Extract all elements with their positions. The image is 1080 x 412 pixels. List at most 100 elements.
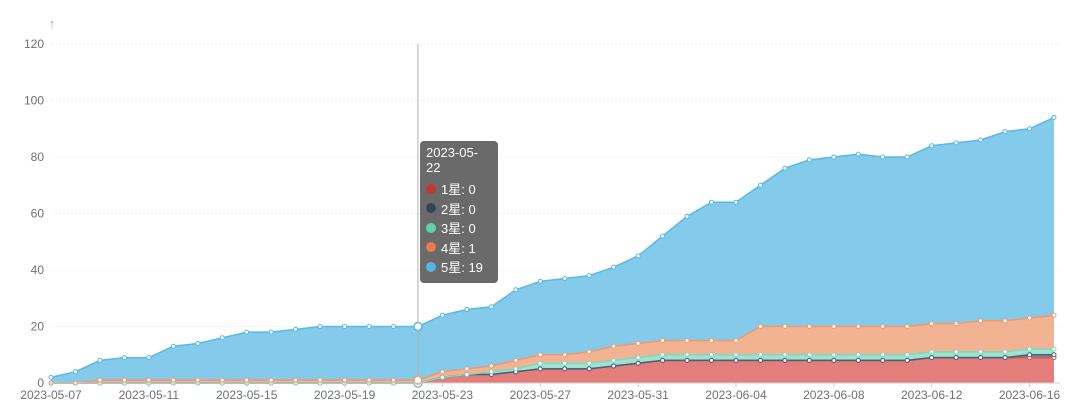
point-4星[interactable] bbox=[170, 377, 176, 383]
point-2星[interactable] bbox=[537, 366, 543, 372]
point-5星[interactable] bbox=[904, 154, 910, 160]
point-5星[interactable] bbox=[1051, 114, 1057, 120]
point-5星[interactable] bbox=[855, 151, 861, 157]
point-4星[interactable] bbox=[586, 349, 592, 355]
point-4星[interactable] bbox=[855, 324, 861, 329]
point-5星[interactable] bbox=[170, 343, 176, 349]
point-4星[interactable] bbox=[366, 377, 372, 383]
point-4星[interactable] bbox=[978, 318, 984, 324]
point-2星[interactable] bbox=[709, 357, 715, 363]
point-3星[interactable] bbox=[464, 372, 470, 378]
point-3星[interactable] bbox=[929, 349, 935, 355]
point-3星[interactable] bbox=[709, 352, 715, 358]
point-2星[interactable] bbox=[757, 357, 763, 363]
point-2星[interactable] bbox=[880, 357, 886, 363]
point-4星[interactable] bbox=[342, 377, 348, 383]
point-4星[interactable] bbox=[904, 324, 910, 329]
point-5星[interactable] bbox=[831, 154, 837, 160]
point-5星[interactable] bbox=[1027, 126, 1033, 132]
point-5星[interactable] bbox=[586, 273, 592, 279]
point-4星[interactable] bbox=[733, 338, 739, 344]
point-4星[interactable] bbox=[709, 338, 715, 344]
point-4星[interactable] bbox=[929, 321, 935, 327]
point-2星[interactable] bbox=[635, 360, 641, 366]
point-4星[interactable] bbox=[390, 377, 396, 383]
point-3星[interactable] bbox=[855, 352, 861, 358]
point-5星[interactable] bbox=[806, 157, 812, 163]
point-2星[interactable] bbox=[562, 366, 568, 372]
point-2星[interactable] bbox=[660, 357, 666, 363]
point-2星[interactable] bbox=[806, 357, 812, 363]
point-2星[interactable] bbox=[733, 357, 739, 363]
point-4星[interactable] bbox=[1002, 318, 1008, 324]
point-4星[interactable] bbox=[611, 343, 617, 349]
point-5星[interactable] bbox=[72, 369, 78, 375]
point-5星[interactable] bbox=[757, 182, 763, 188]
area-4星[interactable] bbox=[51, 315, 1054, 383]
point-3星[interactable] bbox=[806, 352, 812, 358]
point-5星[interactable] bbox=[880, 154, 886, 160]
point-5星[interactable] bbox=[195, 340, 201, 346]
point-2星[interactable] bbox=[978, 355, 984, 361]
point-3星[interactable] bbox=[953, 349, 959, 355]
point-4星[interactable] bbox=[806, 324, 812, 329]
point-3星[interactable] bbox=[562, 360, 568, 366]
point-4星[interactable] bbox=[1051, 312, 1057, 318]
point-5星[interactable] bbox=[317, 324, 323, 329]
point-5星[interactable] bbox=[537, 278, 543, 284]
point-2星[interactable] bbox=[831, 357, 837, 363]
point-4星[interactable] bbox=[635, 340, 641, 346]
point-4星[interactable] bbox=[244, 377, 250, 383]
point-3星[interactable] bbox=[880, 352, 886, 358]
point-5星[interactable] bbox=[244, 329, 250, 335]
point-5星[interactable] bbox=[97, 357, 103, 363]
point-5星[interactable] bbox=[782, 165, 788, 171]
point-5星[interactable] bbox=[390, 324, 396, 329]
point-3星[interactable] bbox=[1002, 349, 1008, 355]
point-3星[interactable] bbox=[660, 352, 666, 358]
point-5星[interactable] bbox=[48, 374, 54, 380]
point-3星[interactable] bbox=[733, 352, 739, 358]
point-3星[interactable] bbox=[513, 366, 519, 372]
point-5星[interactable] bbox=[513, 287, 519, 293]
point-2星[interactable] bbox=[586, 366, 592, 372]
point-4星[interactable] bbox=[317, 377, 323, 383]
point-3星[interactable] bbox=[488, 369, 494, 375]
point-5星[interactable] bbox=[121, 355, 127, 361]
point-3星[interactable] bbox=[904, 352, 910, 358]
point-4星[interactable] bbox=[464, 366, 470, 372]
area-3星[interactable] bbox=[51, 349, 1054, 383]
point-2星[interactable] bbox=[611, 363, 617, 369]
point-3星[interactable] bbox=[978, 349, 984, 355]
point-4星[interactable] bbox=[1027, 315, 1033, 321]
point-4星[interactable] bbox=[97, 377, 103, 383]
point-2星[interactable] bbox=[929, 355, 935, 361]
point-4星[interactable] bbox=[439, 369, 445, 375]
point-3星[interactable] bbox=[1027, 346, 1033, 352]
point-5星[interactable] bbox=[439, 312, 445, 318]
point-5星[interactable] bbox=[342, 324, 348, 329]
point-2星[interactable] bbox=[953, 355, 959, 361]
point-5星[interactable] bbox=[953, 140, 959, 146]
point-5星[interactable] bbox=[366, 324, 372, 329]
highlight-point-4星[interactable] bbox=[413, 375, 423, 385]
point-4星[interactable] bbox=[880, 324, 886, 329]
point-5星[interactable] bbox=[268, 329, 274, 335]
point-5星[interactable] bbox=[464, 307, 470, 313]
point-4星[interactable] bbox=[757, 324, 763, 329]
point-4星[interactable] bbox=[684, 338, 690, 344]
point-2星[interactable] bbox=[684, 357, 690, 363]
point-3星[interactable] bbox=[782, 352, 788, 358]
point-4星[interactable] bbox=[293, 377, 299, 383]
point-5星[interactable] bbox=[709, 199, 715, 205]
point-5星[interactable] bbox=[146, 355, 152, 361]
point-2星[interactable] bbox=[1027, 352, 1033, 358]
point-5星[interactable] bbox=[488, 304, 494, 310]
point-3星[interactable] bbox=[439, 374, 445, 380]
point-2星[interactable] bbox=[1002, 355, 1008, 361]
point-2星[interactable] bbox=[904, 357, 910, 363]
point-5星[interactable] bbox=[660, 233, 666, 239]
point-4星[interactable] bbox=[562, 352, 568, 358]
point-4星[interactable] bbox=[782, 324, 788, 329]
area-5星[interactable] bbox=[51, 117, 1054, 383]
